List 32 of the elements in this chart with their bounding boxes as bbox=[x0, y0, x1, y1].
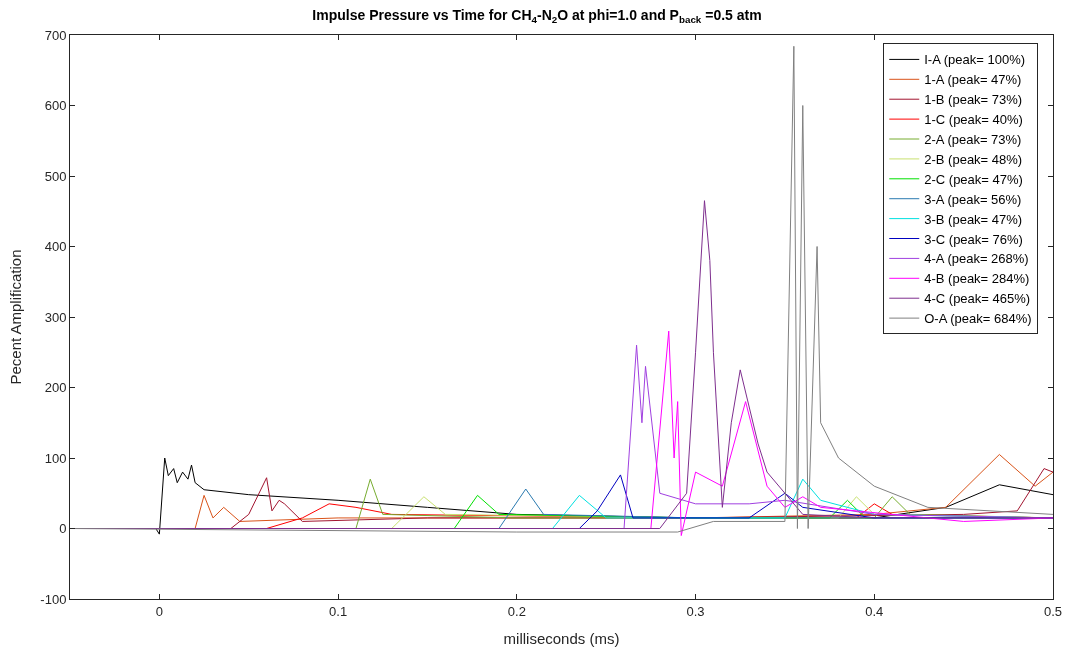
x-tick-label: 0.3 bbox=[686, 603, 705, 619]
legend-label: 4-A (peak= 268%) bbox=[924, 251, 1029, 267]
y-tick-label: 700 bbox=[44, 27, 67, 43]
y-tick-label: 200 bbox=[44, 380, 67, 396]
y-tick-label: -100 bbox=[40, 591, 67, 607]
legend-label: I-A (peak= 100%) bbox=[924, 52, 1026, 68]
legend-label: O-A (peak= 684%) bbox=[924, 311, 1032, 327]
legend-label: 3-C (peak= 76%) bbox=[924, 231, 1023, 247]
legend-label: 4-B (peak= 284%) bbox=[924, 271, 1030, 287]
x-tick-label: 0.5 bbox=[1043, 603, 1063, 619]
legend-label: 1-C (peak= 40%) bbox=[924, 112, 1023, 128]
legend-label: 4-C (peak= 465%) bbox=[924, 291, 1031, 307]
legend-label: 1-A (peak= 47%) bbox=[924, 72, 1022, 88]
y-tick-label: 600 bbox=[44, 98, 67, 114]
x-tick-label: 0 bbox=[155, 603, 163, 619]
y-tick-label: 300 bbox=[44, 309, 67, 325]
legend-label: 2-C (peak= 47%) bbox=[924, 171, 1023, 187]
x-tick-label: 0.2 bbox=[507, 603, 526, 619]
x-tick-label: 0.1 bbox=[329, 603, 348, 619]
legend-label: 3-A (peak= 56%) bbox=[924, 191, 1022, 207]
y-tick-label: 0 bbox=[59, 521, 67, 537]
chart-title: Impulse Pressure vs Time for CH$_{4}$-N$_{2}$O at phi=1.0 and P$_{back}$ =0.5 atm bbox=[312, 6, 762, 25]
y-tick-label: 400 bbox=[44, 239, 67, 255]
legend-label: 1-B (peak= 73%) bbox=[924, 92, 1023, 108]
legend-label: 2-A (peak= 73%) bbox=[924, 132, 1022, 148]
x-tick-label: 0.4 bbox=[865, 603, 884, 619]
legend-label: 2-B (peak= 48%) bbox=[924, 151, 1023, 167]
legend-label: 3-B (peak= 47%) bbox=[924, 211, 1023, 227]
x-axis-title: milliseconds (ms) bbox=[503, 629, 620, 647]
y-tick-label: 100 bbox=[44, 450, 67, 466]
y-tick-label: 500 bbox=[44, 168, 67, 184]
y-axis-title: Pecent Amplification bbox=[6, 249, 24, 385]
